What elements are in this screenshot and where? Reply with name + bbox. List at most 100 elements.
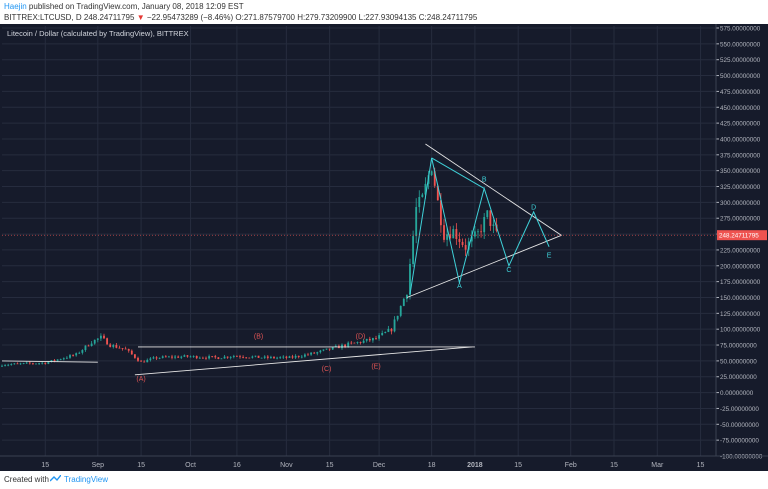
candle-body: [155, 357, 158, 359]
high-value: H:279.73209900: [297, 13, 357, 22]
candle-body: [137, 357, 139, 361]
candle-body: [118, 347, 121, 349]
candle-body: [470, 236, 473, 242]
candle-body: [106, 338, 109, 345]
candle-body: [353, 342, 356, 344]
candle-body: [486, 210, 489, 218]
wave-label-red: (D): [356, 334, 366, 341]
y-tick-label: 225.00000000: [720, 247, 761, 254]
tradingview-logo-icon: [50, 475, 61, 482]
candle-body: [477, 231, 479, 233]
candle-body: [186, 355, 189, 357]
wave-label-cyan: D: [531, 204, 536, 211]
down-arrow-icon: ▼: [136, 13, 145, 22]
candle-body: [164, 356, 167, 358]
x-tick-label: Oct: [185, 462, 196, 469]
candle-body: [328, 348, 331, 350]
candle-body: [75, 353, 78, 356]
trendline: [406, 234, 562, 298]
candle-body: [59, 359, 62, 361]
candle-body: [152, 357, 155, 359]
y-tick-label: 175.00000000: [720, 279, 761, 286]
candle-body: [483, 217, 486, 233]
candle-body: [44, 362, 47, 364]
candle-body: [449, 234, 452, 239]
candle-body: [331, 346, 334, 350]
candle-body: [208, 356, 211, 359]
candle-body: [313, 352, 316, 354]
candle-body: [189, 356, 192, 358]
candle-body: [455, 229, 458, 239]
candle-body: [121, 348, 124, 349]
candle-body: [424, 183, 427, 195]
x-tick-label: 15: [514, 462, 522, 469]
candle-body: [375, 338, 377, 339]
y-tick-label: 400.00000000: [720, 136, 761, 143]
author-link[interactable]: Haejin: [4, 2, 27, 11]
candle-body: [446, 234, 449, 240]
candle-body: [402, 298, 405, 306]
candle-body: [84, 345, 87, 351]
candle-body: [319, 350, 322, 353]
candle-body: [322, 349, 325, 351]
y-tick-label: -25.00000000: [720, 406, 759, 413]
candle-body: [99, 335, 102, 339]
candle-body: [365, 338, 368, 341]
candle-body: [430, 171, 433, 176]
y-tick-label: -75.00000000: [720, 438, 759, 445]
candle-body: [257, 355, 260, 358]
y-tick-label: -50.00000000: [720, 422, 759, 429]
y-tick-label: 300.00000000: [720, 200, 761, 207]
candle-body: [72, 355, 75, 356]
candle-body: [140, 360, 143, 362]
candle-body: [115, 345, 118, 348]
candle-body: [90, 343, 93, 347]
candle-body: [205, 357, 207, 359]
candle-body: [325, 348, 328, 350]
candle-body: [93, 339, 96, 344]
x-tick-label: 2018: [467, 462, 483, 469]
candle-body: [47, 361, 50, 364]
candle-body: [294, 355, 297, 358]
candle-body: [480, 231, 483, 233]
x-tick-label: Nov: [280, 462, 293, 469]
candle-body: [174, 356, 177, 358]
chart-area[interactable]: 15 Sep 15 Oct 16 Nov 15 Dec 18 2018 15 Feb 15 Mar 15 57…: [0, 24, 768, 471]
candle-body: [350, 342, 353, 344]
candle-body: [316, 352, 319, 354]
candle-body: [251, 356, 254, 358]
x-tick-label: 15: [610, 462, 618, 469]
candle-body: [235, 356, 238, 357]
candle-body: [390, 328, 393, 332]
candle-body: [415, 207, 418, 237]
price-tag-bg: [717, 230, 767, 241]
wave-label-cyan: B: [482, 176, 487, 183]
tradingview-brand-link[interactable]: TradingView: [64, 475, 109, 484]
wave-label-red: (E): [371, 363, 380, 370]
candle-body: [78, 352, 81, 354]
candle-body: [303, 354, 306, 357]
y-tick-label: 50.00000000: [720, 358, 757, 365]
candle-body: [4, 365, 7, 367]
candle-body: [143, 361, 146, 363]
y-tick-label: 350.00000000: [720, 168, 761, 175]
price-chart[interactable]: 15 Sep 15 Oct 16 Nov 15 Dec 18 2018 15 Feb 15 Mar 15 57…: [0, 24, 768, 471]
candle-body: [16, 363, 19, 365]
candle-body: [297, 355, 300, 357]
candle-body: [269, 356, 272, 358]
candle-body: [291, 356, 294, 358]
x-tick-label: 15: [41, 462, 49, 469]
wave-label-red: (A): [136, 376, 145, 383]
y-tick-label: 200.00000000: [720, 263, 761, 270]
y-tick-label: 25.00000000: [720, 374, 757, 381]
y-tick-label: 525.00000000: [720, 57, 761, 64]
candle-body: [25, 362, 28, 364]
x-tick-label: 15: [326, 462, 334, 469]
candle-body: [1, 365, 3, 367]
candle-body: [368, 338, 371, 341]
candle-body: [167, 356, 170, 358]
candle-body: [195, 355, 198, 359]
candle-body: [53, 360, 56, 361]
candle-body: [362, 340, 365, 343]
candle-body: [28, 362, 31, 364]
